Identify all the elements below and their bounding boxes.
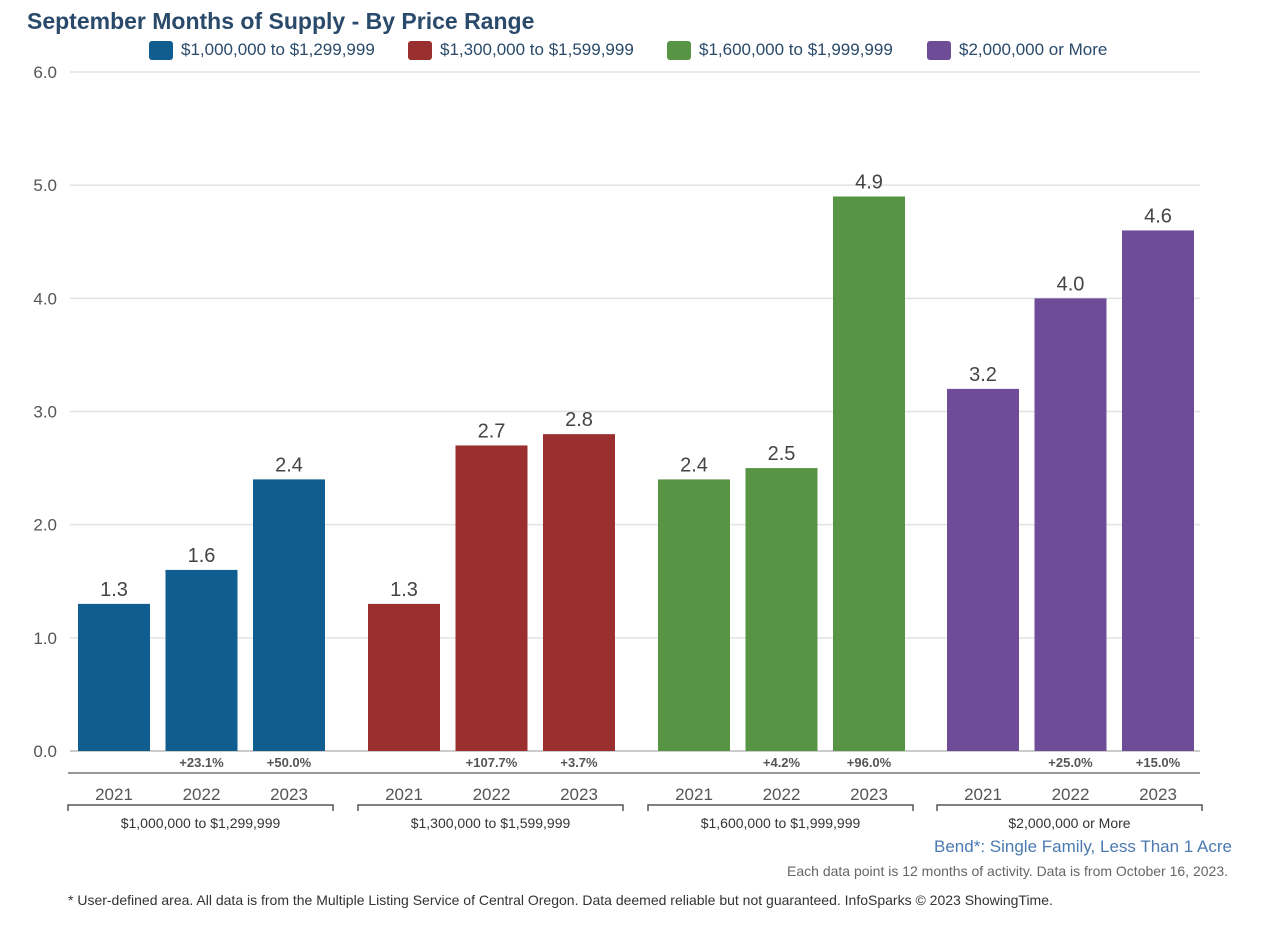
group-label: $1,300,000 to $1,599,999 [411, 815, 571, 831]
y-tick-label: 2.0 [33, 516, 57, 535]
x-tick-label: 2021 [385, 785, 423, 804]
data-label: 2.5 [768, 443, 796, 465]
change-label: +4.2% [763, 755, 801, 770]
data-label: 4.0 [1057, 273, 1085, 295]
data-label: 1.6 [188, 545, 216, 567]
data-label: 4.6 [1144, 205, 1172, 227]
bar [1122, 230, 1194, 751]
y-tick-label: 1.0 [33, 629, 57, 648]
group-bracket [936, 804, 1203, 811]
group-bracket [357, 804, 624, 811]
legend-swatch [149, 40, 173, 60]
data-note: Each data point is 12 months of activity… [787, 863, 1228, 879]
bar [368, 603, 440, 751]
data-label: 3.2 [969, 364, 997, 386]
area-label: Bend*: Single Family, Less Than 1 Acre [934, 837, 1232, 856]
bar [658, 479, 730, 751]
legend-label: $1,000,000 to $1,299,999 [181, 40, 375, 59]
change-label: +25.0% [1048, 755, 1093, 770]
data-label: 4.9 [855, 171, 883, 193]
change-label: +96.0% [847, 755, 892, 770]
bar [455, 445, 528, 751]
legend: $1,000,000 to $1,299,999 $1,300,000 to $… [0, 40, 1275, 64]
x-tick-label: 2023 [560, 785, 598, 804]
y-tick-label: 3.0 [33, 403, 57, 422]
x-tick-label: 2021 [964, 785, 1002, 804]
legend-item[interactable]: $1,300,000 to $1,599,999 [408, 40, 634, 60]
change-label: +3.7% [560, 755, 598, 770]
bar [833, 196, 905, 751]
legend-swatch [667, 40, 691, 60]
y-tick-label: 4.0 [33, 289, 57, 308]
x-tick-label: 2022 [473, 785, 511, 804]
bar [745, 468, 818, 751]
bar [1034, 298, 1107, 751]
data-label: 2.4 [680, 454, 708, 476]
group-bracket [67, 804, 334, 811]
group-label: $1,600,000 to $1,999,999 [701, 815, 861, 831]
x-tick-label: 2022 [1052, 785, 1090, 804]
data-label: 2.7 [478, 420, 506, 442]
disclaimer: * User-defined area. All data is from th… [68, 892, 1053, 908]
chart-title: September Months of Supply - By Price Ra… [27, 8, 535, 34]
group-label: $1,000,000 to $1,299,999 [121, 815, 281, 831]
x-tick-label: 2023 [850, 785, 888, 804]
legend-swatch [408, 40, 432, 60]
bar [543, 434, 615, 751]
group-bracket [647, 804, 914, 811]
y-tick-label: 6.0 [33, 63, 57, 82]
x-tick-label: 2021 [95, 785, 133, 804]
x-tick-label: 2022 [183, 785, 221, 804]
y-tick-label: 5.0 [33, 176, 57, 195]
data-label: 1.3 [390, 579, 418, 601]
change-label: +50.0% [267, 755, 312, 770]
bar [165, 569, 238, 751]
data-label: 1.3 [100, 579, 128, 601]
change-label: +23.1% [179, 755, 224, 770]
legend-swatch [927, 40, 951, 60]
legend-label: $1,600,000 to $1,999,999 [699, 40, 893, 59]
legend-label: $2,000,000 or More [959, 40, 1108, 59]
group-label: $2,000,000 or More [1008, 815, 1130, 831]
change-label: +15.0% [1136, 755, 1181, 770]
x-tick-label: 2023 [270, 785, 308, 804]
x-tick-label: 2022 [763, 785, 801, 804]
legend-item[interactable]: $2,000,000 or More [927, 40, 1107, 60]
legend-label: $1,300,000 to $1,599,999 [440, 40, 634, 59]
x-tick-label: 2021 [675, 785, 713, 804]
data-label: 2.4 [275, 454, 303, 476]
change-label: +107.7% [466, 755, 518, 770]
bar [947, 388, 1019, 751]
x-tick-label: 2023 [1139, 785, 1177, 804]
y-tick-label: 0.0 [33, 742, 57, 761]
bar [253, 479, 325, 751]
legend-item[interactable]: $1,000,000 to $1,299,999 [149, 40, 375, 60]
data-label: 2.8 [565, 409, 593, 431]
bar [78, 603, 150, 751]
legend-item[interactable]: $1,600,000 to $1,999,999 [667, 40, 893, 60]
